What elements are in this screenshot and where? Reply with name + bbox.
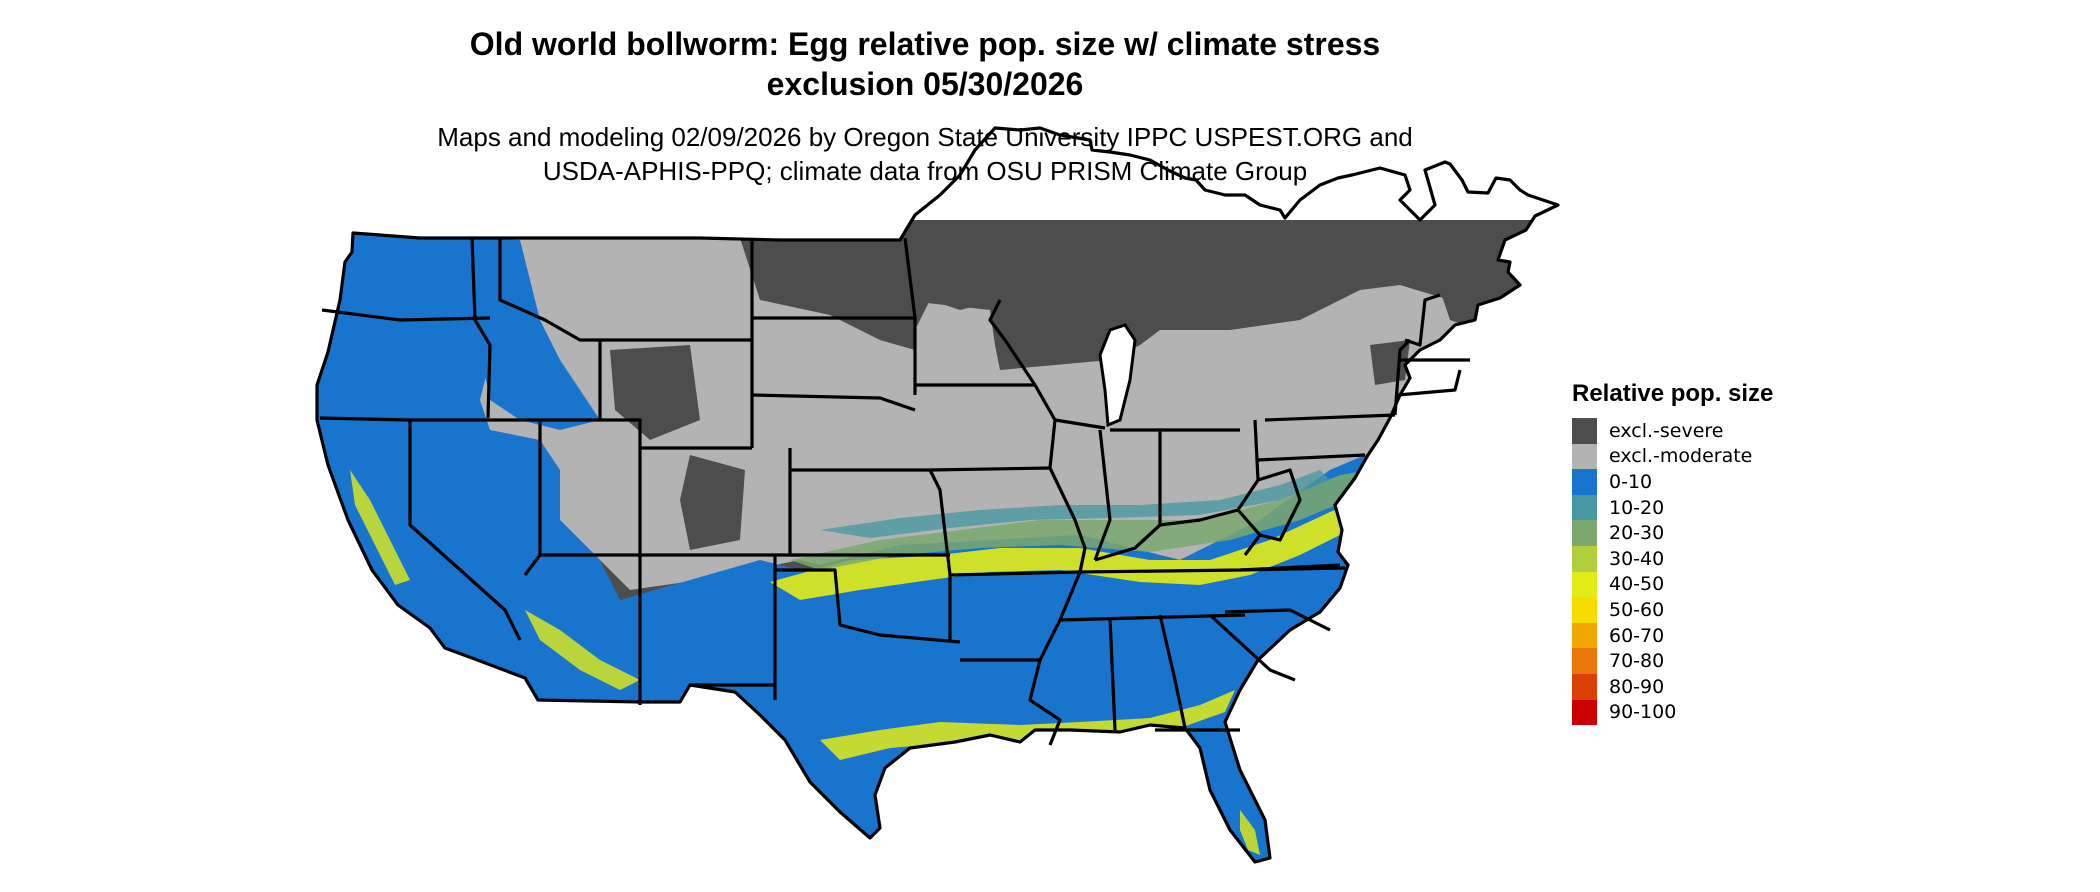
border-la-ms xyxy=(1028,659,1062,746)
legend-item: 40-50 xyxy=(1572,571,1773,598)
legend-label: 60-70 xyxy=(1609,624,1665,647)
range-10-20-band xyxy=(820,470,1330,538)
border-ks-mo xyxy=(928,469,952,642)
border-id-mt xyxy=(498,238,602,420)
legend-label: 30-40 xyxy=(1609,547,1665,570)
legend-label: 10-20 xyxy=(1609,496,1665,519)
legend-item: 30-40 xyxy=(1572,545,1773,572)
range-40-50-gulf xyxy=(820,690,1235,760)
border-al-ga xyxy=(1158,614,1187,729)
border-tn-south xyxy=(1059,613,1246,622)
border-ct-ri xyxy=(1397,369,1462,397)
legend-swatch xyxy=(1572,597,1597,623)
border-sd-ne xyxy=(751,393,916,412)
legend-item: 70-80 xyxy=(1572,648,1773,674)
legend-item: 80-90 xyxy=(1572,673,1773,700)
border-wi-il xyxy=(1054,418,1106,430)
legend-item: 50-60 xyxy=(1572,597,1773,623)
subtitle-line-1: Maps and modeling 02/09/2026 by Oregon S… xyxy=(437,122,1413,152)
legend-items: excl.-severe excl.-moderate 0-10 10-20 20-30… xyxy=(1572,418,1773,726)
border-mo-east xyxy=(1048,467,1087,573)
border-pa-north xyxy=(1264,413,1396,422)
title-line-2: exclusion 05/30/2026 xyxy=(766,66,1084,102)
legend-item: excl.-severe xyxy=(1572,418,1773,444)
legend-label: 40-50 xyxy=(1609,573,1665,596)
legend-item: excl.-moderate xyxy=(1572,443,1773,470)
border-ny-east xyxy=(1393,338,1412,416)
legend-swatch xyxy=(1572,418,1597,444)
legend-label: 50-60 xyxy=(1609,598,1665,621)
legend-item: 60-70 xyxy=(1572,622,1773,649)
border-ca-nv xyxy=(408,420,522,641)
legend-label: 90-100 xyxy=(1609,701,1677,724)
legend-item: 20-30 xyxy=(1572,520,1773,546)
legend-label: 70-80 xyxy=(1609,650,1665,673)
border-va-nc xyxy=(1239,566,1346,572)
range-20-30-band xyxy=(790,470,1370,570)
border-wy-south xyxy=(600,418,752,450)
legend-swatch xyxy=(1572,545,1597,572)
legend-label: 80-90 xyxy=(1609,675,1665,698)
border-nc-sc xyxy=(1224,608,1331,632)
subtitle-line-2: USDA-APHIS-PPQ; climate data from OSU PR… xyxy=(542,156,1308,186)
border-nd-mn xyxy=(903,237,917,395)
legend-label: excl.-moderate xyxy=(1609,445,1753,468)
legend-swatch xyxy=(1572,648,1597,674)
border-mo-ar xyxy=(949,570,1081,577)
state-borders xyxy=(315,126,1560,864)
border-wa-id xyxy=(470,237,492,419)
severe-patch-co xyxy=(680,455,745,550)
range-0-10-west xyxy=(317,220,700,720)
legend: Relative pop. size excl.-severe excl.-mod… xyxy=(1572,380,1774,726)
title-line-1: Old world bollworm: Egg relative pop. si… xyxy=(469,26,1381,62)
lake-michigan xyxy=(1098,323,1137,428)
border-pa-south xyxy=(1257,453,1366,462)
legend-swatch xyxy=(1572,673,1597,700)
legend-title: Relative pop. size xyxy=(1572,380,1774,407)
border-vt-nh xyxy=(1404,293,1441,347)
legend-swatch xyxy=(1572,571,1597,598)
range-40-50-sw xyxy=(525,610,640,690)
border-ms-al xyxy=(1108,617,1117,731)
legend-swatch xyxy=(1572,520,1597,546)
border-ia-mo xyxy=(929,466,1051,472)
border-wa-or xyxy=(321,308,491,322)
legend-item: 90-100 xyxy=(1572,699,1773,726)
range-0-10-idaho xyxy=(470,238,600,430)
border-ga-sc xyxy=(1208,613,1296,682)
legend-item: 0-10 xyxy=(1572,469,1773,495)
legend-swatch xyxy=(1572,494,1597,521)
legend-swatch xyxy=(1572,699,1597,726)
map-subtitle: Maps and modeling 02/09/2026 by Oregon S… xyxy=(0,120,1850,188)
legend-label: excl.-severe xyxy=(1609,419,1724,442)
border-mn-wi xyxy=(988,299,1037,386)
legend-swatch xyxy=(1572,622,1597,649)
legend-label: 0-10 xyxy=(1609,470,1653,493)
legend-swatch xyxy=(1572,443,1597,470)
map-title: Old world bollworm: Egg relative pop. si… xyxy=(0,24,1850,104)
legend-label: 20-30 xyxy=(1609,522,1665,545)
border-wv xyxy=(1257,468,1302,542)
legend-item: 10-20 xyxy=(1572,494,1773,521)
severe-patch-north xyxy=(755,238,915,350)
range-40-50-band xyxy=(770,500,1380,600)
legend-swatch xyxy=(1572,469,1597,495)
range-40-50-fl xyxy=(1240,810,1260,855)
border-il-east xyxy=(1093,429,1112,561)
severe-patch-wi xyxy=(1000,290,1120,360)
border-ok-tx xyxy=(775,568,961,644)
severe-patch-wy xyxy=(610,345,700,440)
severe-patch-mn xyxy=(915,238,1060,330)
range-40-50-ca xyxy=(350,470,410,585)
